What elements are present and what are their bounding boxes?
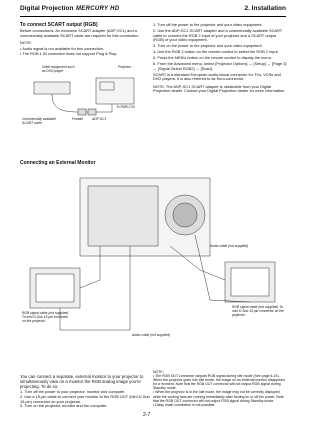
note: • The RGB OUT connector outputs RGB sign… [153,374,286,391]
step: 5. Press the MENU button on the remote c… [153,55,272,61]
step: 1. Turn off the power to the projector a… [153,22,263,27]
brand: Digital Projection [20,5,74,12]
note-title: NOTE: [20,40,32,46]
rule [20,16,286,17]
intro: Before connections: An exclusive SCART a… [20,27,140,38]
dealer-note: NOTE: The ADP-SC1 SCART adapter is obtai… [153,83,286,94]
monitor-left: You can connect a separate, external mon… [20,374,150,409]
note: • When the projector is in the Idle mode… [153,390,284,403]
note: • The RGB 1 IN connector does not suppor… [20,50,118,56]
scart-right: 1. Turn off the power to the projector a… [153,22,288,95]
step: 6. From the Advanced menu, select [Proje… [153,61,287,71]
step: 4. Use the RGB 2 button on the remote co… [153,49,279,55]
intro: You can connect a separate, external mon… [20,374,144,389]
step: 3. Turn on the power to the projector an… [153,43,263,49]
label: Audio cable (not supplied) [210,244,249,248]
step: 1. Turn off the power to your projector,… [20,389,126,395]
label: Commercially available SCART cable [22,117,56,125]
scart-left: To connect SCART output (RGB) Before con… [20,23,145,56]
label: Video equipment such as DVD player [42,65,75,73]
label: ADP-SC1 [92,117,107,121]
label: RGB signal cable (not supplied) To mini … [22,311,69,323]
note: • Audio signal is not available for this… [20,46,104,52]
section: 2. Installation [244,5,286,12]
label: Female [72,117,83,121]
diagrams [29,77,276,331]
label: To RGB 2 IN [116,105,135,109]
note-title: NOTE: [153,370,164,374]
step: 3. Turn on the projector, monitor and th… [20,403,108,409]
scart-diagram [33,77,135,116]
label: Audio cable (not supplied) [132,333,171,337]
step: 2. Use the ADP-SC1 SCART adapter and a c… [153,27,283,43]
heading: To connect SCART output (RGB) [20,22,98,28]
page: Digital Projection MERCURY HD 2. Install… [20,5,288,418]
monitor-diagram [29,177,276,331]
page-number: 2-7 [143,412,151,418]
info: SCART is a standard European audio-visua… [153,71,281,82]
label: Projector [118,65,132,69]
monitor-notes: NOTE: • The RGB OUT connector outputs RG… [153,370,288,407]
product: MERCURY HD [76,6,120,12]
heading: Connecting an External Monitor [20,160,96,166]
note: • Daisy chain connection is not possible… [153,402,216,407]
label: RGB signal cable (not supplied) To mini … [232,305,284,317]
step: 2. Use a 15-pin cable to connect your mo… [20,393,150,404]
